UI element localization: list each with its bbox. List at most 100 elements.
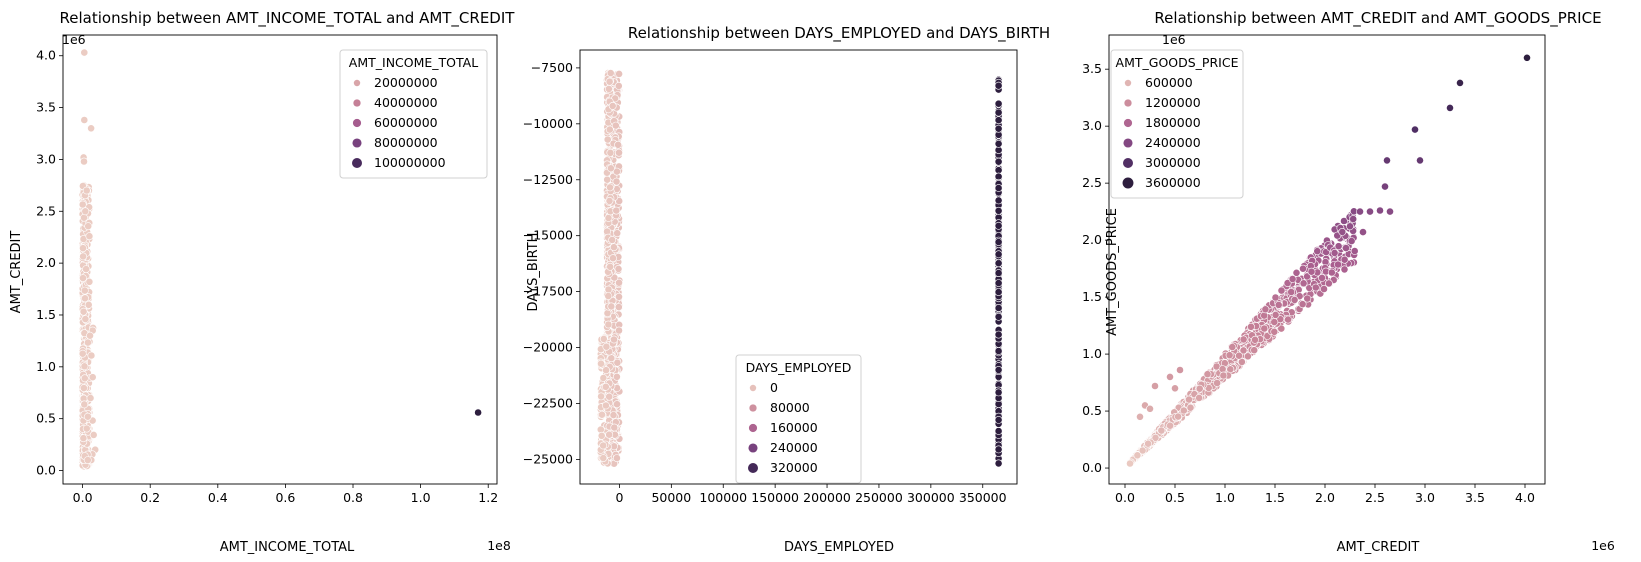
scatter-point xyxy=(607,354,616,363)
scatter-point xyxy=(598,410,606,419)
legend-label: 100000000 xyxy=(374,155,446,170)
y-tick-label: 0.5 xyxy=(1082,403,1102,418)
scatter-point xyxy=(1342,244,1350,252)
scatter-point xyxy=(1299,264,1307,273)
scatter-point xyxy=(1186,403,1195,412)
scatter-point xyxy=(1146,404,1154,413)
scatter-point xyxy=(606,262,615,271)
scatter-point xyxy=(597,392,605,401)
scatter-point xyxy=(994,259,1003,268)
scatter-point xyxy=(613,167,621,176)
y-tick-label: 2.0 xyxy=(36,255,56,270)
scatter-point xyxy=(78,349,87,358)
chart-panel-credit-goods: Relationship between AMT_CREDIT and AMT_… xyxy=(1082,9,1615,555)
scatter-point xyxy=(599,374,608,382)
scatter-point xyxy=(81,207,90,216)
scatter-point xyxy=(1260,311,1269,320)
scatter-point xyxy=(1338,227,1347,236)
scatter-point xyxy=(599,334,608,343)
scatter-point xyxy=(597,359,605,368)
scatter-point xyxy=(614,303,623,311)
x-tick-label: 3.5 xyxy=(1465,490,1485,505)
x-tick-label: 350000 xyxy=(959,490,1007,505)
scatter-point xyxy=(1251,335,1259,344)
scatter-point xyxy=(1346,222,1354,231)
scatter-point xyxy=(613,229,622,238)
scatter-point xyxy=(1381,182,1389,191)
scatter-point xyxy=(1261,305,1270,314)
y-tick-label: −22500 xyxy=(523,395,573,410)
scatter-point xyxy=(608,235,617,244)
scatter-point xyxy=(1179,406,1188,415)
legend-marker xyxy=(353,79,361,87)
y-offset-text: 1e6 xyxy=(62,32,86,47)
scatter-points xyxy=(596,69,1003,468)
scatter-points xyxy=(1126,53,1531,468)
scatter-point xyxy=(994,427,1003,435)
legend-label: 80000 xyxy=(770,400,810,415)
legend-label: 60000000 xyxy=(374,115,438,130)
scatter-point xyxy=(80,400,89,409)
x-tick-label: 0.0 xyxy=(73,490,93,505)
y-tick-label: 1.5 xyxy=(36,307,56,322)
scatter-point xyxy=(612,177,621,186)
y-tick-label: 0.0 xyxy=(1082,460,1102,475)
scatter-point xyxy=(994,116,1003,125)
legend-marker xyxy=(748,443,758,453)
scatter-point xyxy=(610,243,618,252)
scatter-point xyxy=(606,69,615,77)
y-tick-label: 3.0 xyxy=(36,151,56,166)
scatter-point xyxy=(474,408,482,417)
y-tick-label: −10000 xyxy=(523,116,573,131)
legend-marker xyxy=(352,138,362,148)
scatter-point xyxy=(1446,104,1454,112)
scatter-point xyxy=(612,206,621,215)
y-tick-label: 2.5 xyxy=(1082,175,1102,190)
x-tick-label: 0.5 xyxy=(1165,490,1185,505)
x-tick-label: 0.6 xyxy=(275,490,295,505)
x-tick-label: 300000 xyxy=(907,490,955,505)
legend-marker xyxy=(1123,158,1133,168)
legend-label: 2400000 xyxy=(1145,135,1201,150)
y-axis-label: DAYS_BIRTH xyxy=(526,233,541,312)
scatter-point xyxy=(607,164,615,173)
legend-label: 600000 xyxy=(1145,75,1193,90)
scatter-point xyxy=(1171,384,1179,393)
legend-title: DAYS_EMPLOYED xyxy=(746,360,852,375)
scatter-point xyxy=(1166,421,1174,430)
scatter-point xyxy=(1239,346,1248,355)
y-tick-label: −20000 xyxy=(523,340,573,355)
scatter-point xyxy=(604,214,613,222)
scatter-point xyxy=(606,148,615,157)
scatter-point xyxy=(994,157,1003,166)
scatter-point xyxy=(994,445,1003,454)
scatter-point xyxy=(1144,439,1152,448)
scatter-point xyxy=(994,250,1003,259)
scatter-point xyxy=(615,148,623,157)
scatter-point xyxy=(604,285,613,294)
scatter-point xyxy=(1349,215,1358,223)
scatter-point xyxy=(1213,379,1221,387)
scatter-point xyxy=(80,384,88,392)
x-tick-label: 1.5 xyxy=(1265,490,1285,505)
y-tick-label: −25000 xyxy=(523,451,573,466)
scatter-point xyxy=(80,286,89,295)
scatter-point xyxy=(1292,268,1301,277)
scatter-point xyxy=(614,264,623,273)
scatter-point xyxy=(1307,267,1316,276)
x-tick-label: 4.0 xyxy=(1515,490,1535,505)
legend-marker xyxy=(748,463,758,473)
chart-title: Relationship between AMT_CREDIT and AMT_… xyxy=(1154,9,1601,28)
chart-title: Relationship between AMT_INCOME_TOTAL an… xyxy=(60,9,516,28)
scatter-point xyxy=(79,434,88,443)
scatter-point xyxy=(1176,366,1184,374)
x-tick-label: 2.0 xyxy=(1315,490,1335,505)
scatter-point xyxy=(1270,318,1279,326)
scatter-point xyxy=(1239,335,1248,344)
legend: DAYS_EMPLOYED 0 80000 160000 240000 320000 xyxy=(735,354,862,484)
scatter-point xyxy=(1327,268,1336,277)
scatter-point xyxy=(78,200,87,209)
chart-panel-income-credit: Relationship between AMT_INCOME_TOTAL an… xyxy=(9,9,515,555)
scatter-point xyxy=(79,252,87,261)
x-tick-label: 0.0 xyxy=(1115,490,1135,505)
